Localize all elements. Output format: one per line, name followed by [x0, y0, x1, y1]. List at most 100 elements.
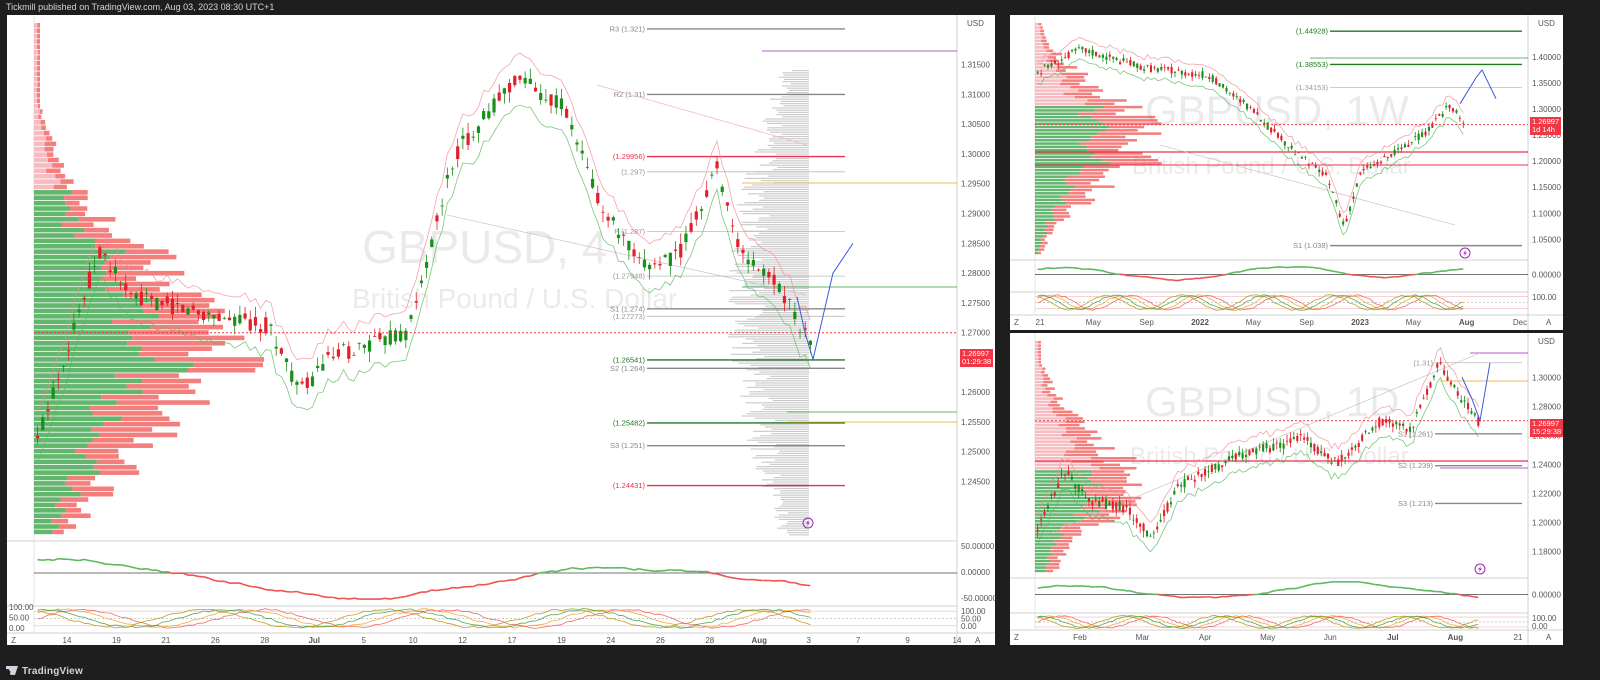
price-chart-daily[interactable]: 1.300001.280001.260001.240001.220001.200…: [1010, 333, 1563, 645]
oscillator-line: [722, 574, 728, 578]
fixed-range-volume-bar: [763, 191, 809, 193]
candle-body: [466, 133, 470, 145]
volume-profile-bar: [1081, 168, 1109, 172]
fixed-range-volume-bar: [791, 70, 809, 72]
y-tick-label: 1.27000: [961, 329, 990, 338]
volume-profile-bar: [1035, 95, 1075, 99]
oscillator-line: [1040, 267, 1045, 271]
volume-profile-bar: [1087, 99, 1127, 102]
candle-body: [1207, 471, 1210, 473]
volume-profile-bar: [1101, 496, 1142, 500]
fixed-range-volume-bar: [737, 323, 809, 325]
fixed-range-volume-bar: [788, 89, 809, 91]
candle-body: [1314, 164, 1317, 168]
volume-profile-bar: [34, 394, 102, 400]
fixed-range-volume-bar: [774, 507, 809, 509]
volume-profile-bar: [1035, 357, 1039, 361]
candle-body: [1333, 457, 1336, 459]
volume-profile-bar: [34, 340, 128, 346]
candle-body: [35, 435, 40, 439]
candle-body: [1153, 67, 1156, 68]
fixed-range-volume-bar: [780, 100, 809, 102]
oscillator-line: [623, 566, 630, 570]
oscillator-line: [799, 583, 806, 586]
candle-body: [570, 124, 574, 130]
volume-profile-bar: [34, 71, 37, 77]
price-chart-weekly[interactable]: 1.40000 1.35000 1.30000 1.25000 1.20000 1.150…: [1010, 15, 1563, 330]
oscillator-tick-label: 0.00000: [961, 568, 990, 577]
volume-profile-bar: [1092, 473, 1131, 477]
candle-body: [1070, 476, 1073, 480]
candle-body: [1232, 93, 1235, 97]
fixed-range-volume-bar: [790, 83, 809, 85]
fixed-range-volume-bar: [753, 274, 809, 276]
volume-profile-bar: [1035, 178, 1065, 182]
fixed-range-volume-bar: [746, 386, 809, 388]
volume-profile-bar: [37, 55, 40, 60]
oscillator-line: [1102, 270, 1107, 273]
volume-profile-bar: [1035, 510, 1099, 513]
fixed-range-volume-bar: [752, 261, 809, 263]
stochastic-line: [37, 608, 811, 629]
volume-profile-bar: [1035, 142, 1080, 145]
volume-profile-bar: [1099, 466, 1137, 470]
fixed-range-volume-bar: [775, 510, 809, 512]
candle-body: [1306, 437, 1309, 441]
volume-profile-bar: [1035, 420, 1066, 424]
candle-body: [1242, 99, 1245, 102]
candle-body: [1244, 454, 1248, 458]
x-tick-label: 26: [656, 636, 665, 645]
oscillator-line: [794, 581, 801, 586]
oscillator-line: [1329, 269, 1334, 273]
volume-profile-bar: [1038, 357, 1041, 361]
chart-panel-weekly[interactable]: GBPUSD, 1W British Pound / U.S. Dollar U…: [1010, 15, 1563, 330]
fixed-range-volume-bar: [745, 402, 809, 404]
oscillator-line: [84, 558, 90, 562]
x-tick-label: 2022: [1191, 318, 1209, 327]
fixed-range-volume-bar: [767, 127, 809, 129]
volume-profile-bar: [1035, 221, 1046, 225]
oscillator-line: [716, 573, 723, 577]
candle-body: [176, 302, 180, 304]
chart-panel-4h[interactable]: GBPUSD, 4 British Pound / U.S. Dollar US…: [7, 15, 995, 645]
volume-profile-bar: [1065, 420, 1085, 424]
tradingview-logo[interactable]: TradingView: [6, 664, 83, 680]
candle-body: [1043, 511, 1046, 515]
candle-body: [679, 243, 683, 258]
volume-profile-bar: [101, 265, 144, 271]
candle-body: [751, 259, 755, 266]
volume-profile-bar: [74, 233, 113, 238]
volume-profile-bar: [37, 103, 41, 109]
oscillator-line: [571, 566, 578, 570]
chart-panel-daily[interactable]: GBPUSD, 1D British Pound / U.S. Dollar U…: [1010, 333, 1563, 645]
candle-body: [1441, 113, 1444, 117]
fixed-range-volume-bar: [745, 279, 809, 281]
candle-body: [1176, 484, 1179, 487]
fixed-range-volume-bar: [746, 173, 809, 175]
lower-band-line: [37, 104, 811, 462]
volume-profile-bar: [1035, 132, 1098, 135]
volume-profile-bar: [34, 475, 68, 481]
volume-profile-bar: [1035, 344, 1039, 347]
volume-profile-bar: [1035, 433, 1062, 437]
candle-body: [77, 309, 81, 312]
candle-body: [445, 174, 449, 179]
price-chart-4h[interactable]: 1.31500 1.31000 1.30500 1.30000 1.29500 1.290…: [7, 15, 995, 645]
oscillator-line: [193, 574, 199, 578]
y-tick-label: 1.25000: [961, 448, 990, 457]
stochastic-line: [37, 608, 811, 629]
volume-profile-bar: [67, 475, 96, 481]
candle-body: [378, 332, 382, 340]
volume-profile-bar: [34, 367, 188, 373]
volume-profile-bar: [1066, 182, 1091, 185]
candle-body: [1417, 133, 1420, 141]
volume-profile-bar: [1070, 85, 1099, 89]
fixed-range-volume-bar: [776, 114, 809, 116]
candle-body: [559, 98, 564, 110]
candle-body: [1265, 443, 1268, 449]
volume-profile-bar: [34, 351, 139, 357]
candle-body: [1400, 147, 1403, 150]
volume-profile-bar: [1086, 516, 1121, 520]
candle-body: [1357, 442, 1360, 448]
volume-profile-bar: [1094, 109, 1125, 112]
